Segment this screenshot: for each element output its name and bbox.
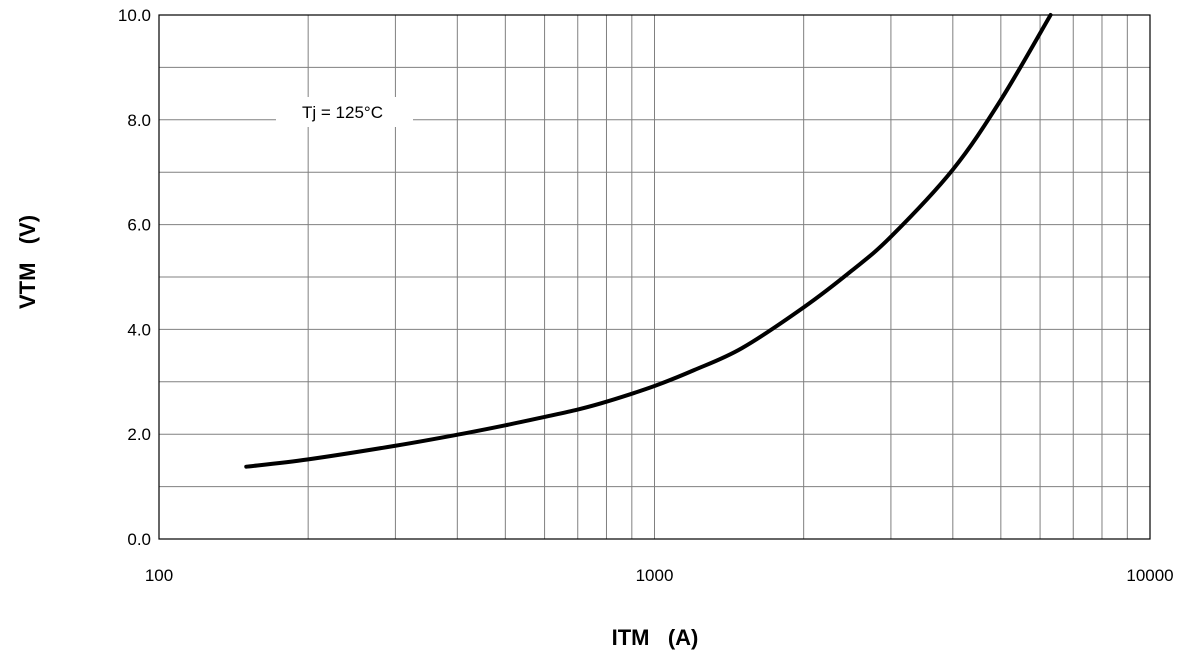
annotation-temperature: Tj = 125°C	[302, 103, 383, 122]
y-tick-labels: 0.0 2.0 4.0 6.0 8.0 10.0	[118, 6, 151, 549]
x-tick-label: 100	[145, 566, 173, 585]
y-axis-title: VTM (V)	[15, 215, 40, 309]
y-tick-label: 10.0	[118, 6, 151, 25]
x-tick-label: 10000	[1126, 566, 1173, 585]
series-line	[244, 13, 1053, 469]
y-tick-label: 0.0	[127, 530, 151, 549]
x-tick-label: 1000	[636, 566, 674, 585]
y-tick-label: 4.0	[127, 320, 151, 339]
y-tick-label: 8.0	[127, 111, 151, 130]
plot-frame	[158, 14, 1151, 540]
y-tick-label: 6.0	[127, 216, 151, 235]
annotation-background	[276, 97, 413, 127]
x-tick-labels: 100 1000 10000	[145, 566, 1174, 585]
grid	[159, 15, 1150, 539]
x-axis-title: ITM (A)	[612, 625, 699, 650]
y-tick-label: 2.0	[127, 425, 151, 444]
